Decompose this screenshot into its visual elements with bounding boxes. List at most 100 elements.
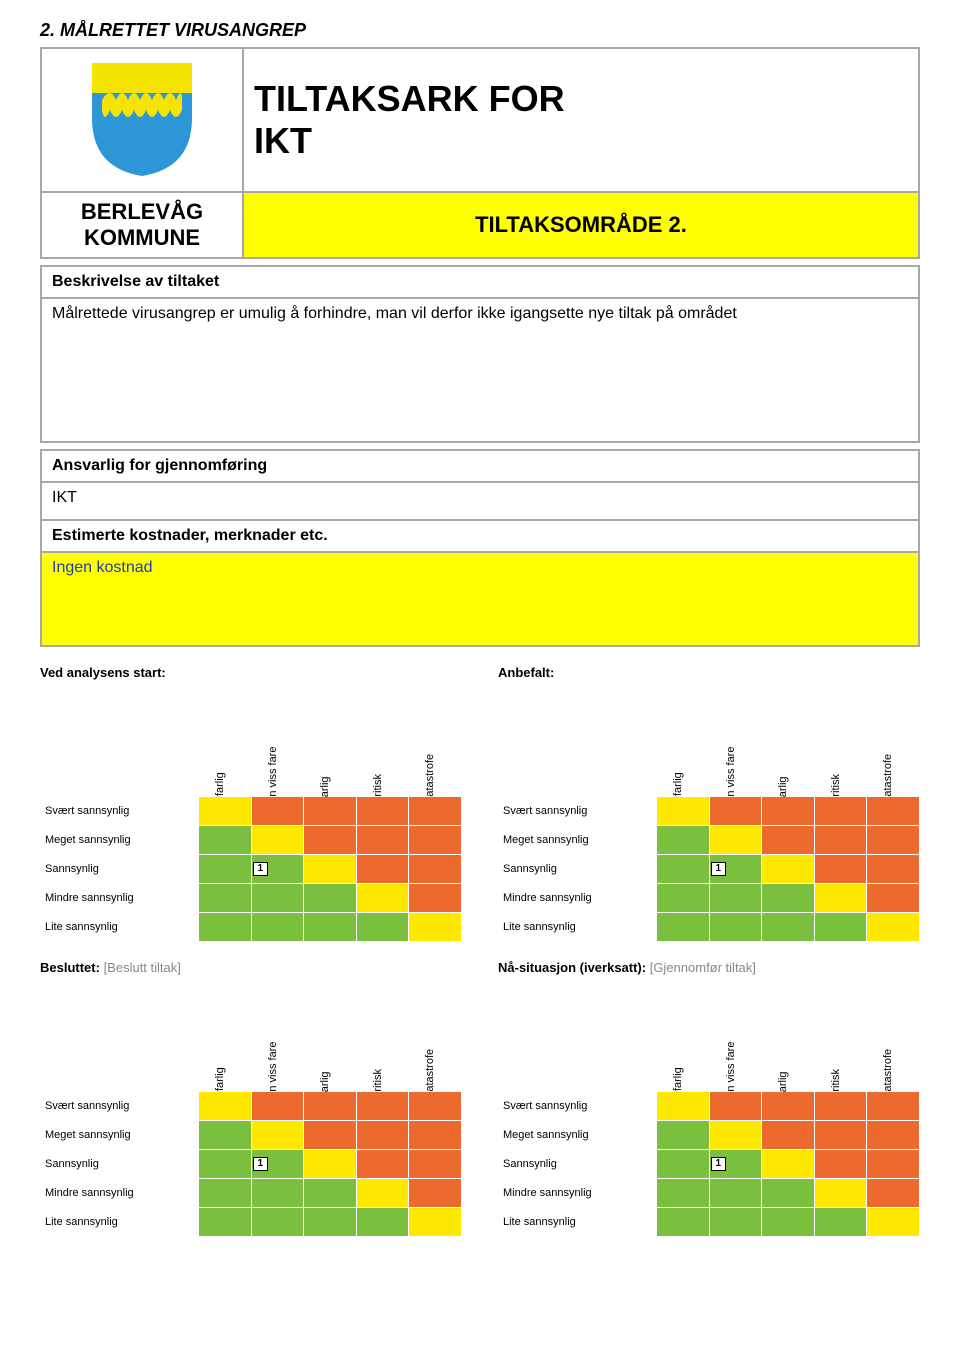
matrix-cell <box>198 855 251 884</box>
matrix-col-header: Kritisk <box>814 701 867 797</box>
matrix-cell <box>356 855 409 884</box>
matrix-cell <box>356 1092 409 1121</box>
ansvarlig-table: Ansvarlig for gjennomføring IKT Estimert… <box>40 449 920 647</box>
matrix-marker: 1 <box>711 862 727 876</box>
kommune-line2: KOMMUNE <box>84 225 200 250</box>
risk-matrix: UfarligEn viss fareFarligKritiskKatastro… <box>40 995 462 1237</box>
title-line2: IKT <box>254 120 312 161</box>
matrix-cell <box>814 913 867 942</box>
matrix-cell <box>251 797 304 826</box>
matrix-col-header: Farlig <box>304 701 357 797</box>
matrix-cell <box>709 1208 762 1237</box>
matrix-row-label: Sannsynlig <box>41 1150 199 1179</box>
matrix-cell <box>814 1179 867 1208</box>
matrix-marker: 1 <box>253 1157 269 1171</box>
matrix-title: Ved analysens start: <box>40 665 462 680</box>
matrix-row-label: Mindre sannsynlig <box>41 884 199 913</box>
matrix-cell <box>656 1208 709 1237</box>
matrix-cell <box>198 1208 251 1237</box>
matrix-cell <box>198 884 251 913</box>
matrix-col-header: Ufarlig <box>198 701 251 797</box>
beskrivelse-head: Beskrivelse av tiltaket <box>41 266 919 298</box>
matrix-col-header: En viss fare <box>709 996 762 1092</box>
matrix-row-label: Mindre sannsynlig <box>499 884 657 913</box>
matrix-row-label: Mindre sannsynlig <box>499 1179 657 1208</box>
matrix-col-header: Kritisk <box>356 996 409 1092</box>
matrix-cell <box>251 826 304 855</box>
matrix-title: Besluttet: [Beslutt tiltak] <box>40 960 462 975</box>
matrix-block: Nå-situasjon (iverksatt): [Gjennomfør ti… <box>498 960 920 1237</box>
header-table: TILTAKSARK FOR IKT BERLEVÅG KOMMUNE TILT… <box>40 47 920 259</box>
risk-matrix: UfarligEn viss fareFarligKritiskKatastro… <box>40 700 462 942</box>
matrix-title: Nå-situasjon (iverksatt): [Gjennomfør ti… <box>498 960 920 975</box>
matrix-cell <box>251 1092 304 1121</box>
matrix-block: Besluttet: [Beslutt tiltak] UfarligEn vis… <box>40 960 462 1237</box>
matrix-col-header: Ufarlig <box>198 996 251 1092</box>
matrix-cell <box>304 826 357 855</box>
matrix-row-label: Meget sannsynlig <box>499 826 657 855</box>
ansvarlig-head: Ansvarlig for gjennomføring <box>41 450 919 482</box>
matrix-cell <box>409 855 462 884</box>
matrix-title: Anbefalt: <box>498 665 920 680</box>
matrix-row-label: Meget sannsynlig <box>41 1121 199 1150</box>
matrix-block: Ved analysens start: UfarligEn viss fareF… <box>40 665 462 942</box>
matrix-cell <box>656 884 709 913</box>
matrix-cell <box>409 1150 462 1179</box>
matrix-cell <box>709 884 762 913</box>
matrix-cell <box>198 1121 251 1150</box>
estimerte-head: Estimerte kostnader, merknader etc. <box>41 520 919 552</box>
matrix-cell <box>304 884 357 913</box>
matrix-col-header: Katastrofe <box>409 996 462 1092</box>
matrix-cell <box>198 1179 251 1208</box>
matrix-col-header: Kritisk <box>356 701 409 797</box>
matrix-cell <box>409 913 462 942</box>
matrix-marker: 1 <box>711 1157 727 1171</box>
matrix-row-label: Svært sannsynlig <box>499 1092 657 1121</box>
matrix-cell <box>867 1092 920 1121</box>
matrix-cell <box>304 855 357 884</box>
matrix-cell <box>251 1121 304 1150</box>
matrix-cell <box>867 1121 920 1150</box>
matrix-cell <box>762 826 815 855</box>
matrix-cell <box>251 1208 304 1237</box>
matrix-cell <box>814 855 867 884</box>
matrix-col-header: Farlig <box>304 996 357 1092</box>
matrix-cell: 1 <box>709 1150 762 1179</box>
matrix-cell <box>814 1150 867 1179</box>
matrix-row-label: Lite sannsynlig <box>41 913 199 942</box>
matrix-cell <box>709 1179 762 1208</box>
matrix-cell <box>304 1179 357 1208</box>
matrix-cell: 1 <box>251 1150 304 1179</box>
matrix-cell <box>762 1121 815 1150</box>
matrix-row-label: Lite sannsynlig <box>499 913 657 942</box>
matrix-cell <box>409 1092 462 1121</box>
matrix-col-header: Farlig <box>762 701 815 797</box>
matrix-row-label: Sannsynlig <box>499 1150 657 1179</box>
kommune-cell: BERLEVÅG KOMMUNE <box>41 192 243 258</box>
matrix-cell <box>304 1092 357 1121</box>
matrix-cell <box>762 797 815 826</box>
matrix-row-label: Lite sannsynlig <box>41 1208 199 1237</box>
matrix-cell <box>304 1121 357 1150</box>
matrix-cell <box>251 884 304 913</box>
matrix-cell <box>356 1121 409 1150</box>
matrix-cell <box>251 1179 304 1208</box>
matrix-cell <box>867 1208 920 1237</box>
matrix-col-header: Katastrofe <box>867 701 920 797</box>
matrix-cell <box>198 913 251 942</box>
matrix-cell <box>356 1179 409 1208</box>
matrix-cell <box>304 1150 357 1179</box>
matrix-cell <box>867 855 920 884</box>
matrix-row-label: Lite sannsynlig <box>499 1208 657 1237</box>
matrix-col-header: Katastrofe <box>867 996 920 1092</box>
matrix-cell <box>867 826 920 855</box>
beskrivelse-body: Målrettede virusangrep er umulig å forhi… <box>41 298 919 442</box>
matrix-row-label: Svært sannsynlig <box>41 1092 199 1121</box>
matrix-cell <box>356 826 409 855</box>
ansvarlig-body: IKT <box>41 482 919 520</box>
matrix-row-1: Ved analysens start: UfarligEn viss fareF… <box>40 665 920 942</box>
matrix-cell <box>762 1179 815 1208</box>
matrix-cell <box>356 797 409 826</box>
estimerte-body: Ingen kostnad <box>41 552 919 646</box>
matrix-cell <box>762 1092 815 1121</box>
